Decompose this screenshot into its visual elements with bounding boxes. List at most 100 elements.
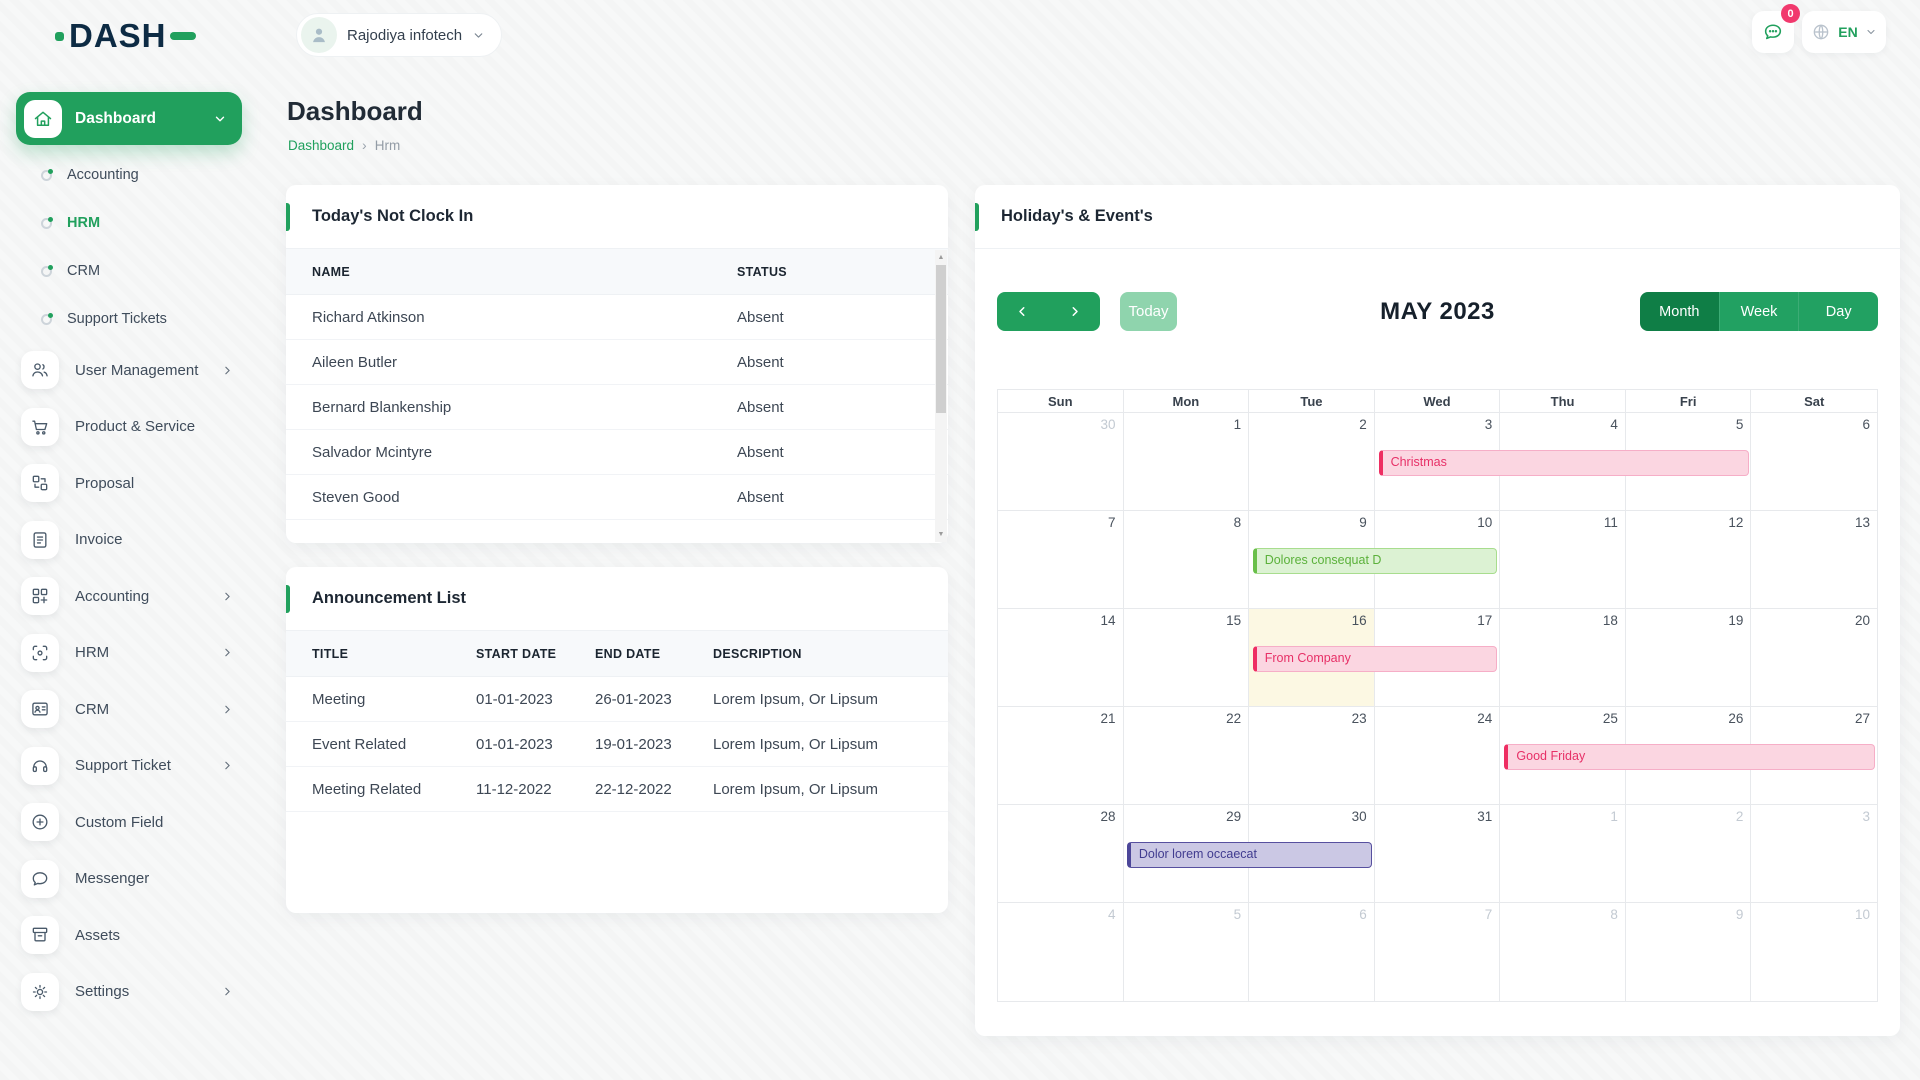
calendar-event[interactable]: Christmas [1378, 450, 1750, 476]
breadcrumb-link-dashboard[interactable]: Dashboard [288, 137, 355, 153]
calendar-view-switcher: Month Week Day [1640, 292, 1878, 331]
table-row: Bernard Blankenship Absent [286, 385, 948, 430]
table-row: Event Related 01-01-2023 19-01-2023 Lorem I… [286, 722, 948, 767]
day-number: 5 [1233, 907, 1242, 922]
calendar-day-cell[interactable]: 7 [998, 511, 1124, 609]
scroll-up-icon[interactable]: ▲ [937, 254, 945, 261]
card-header: Holiday's & Event's [975, 185, 1900, 249]
table-header-row: NAME STATUS [286, 249, 948, 295]
calendar-day-cell[interactable]: 18 [1500, 609, 1626, 707]
calendar-day-cell[interactable]: 21 [998, 707, 1124, 805]
day-number: 8 [1233, 515, 1242, 530]
calendar-day-cell[interactable]: 9 [1626, 903, 1752, 1001]
sidebar-subitem-label: Accounting [67, 167, 139, 183]
calendar-week-row: 30 1 2 3 4 5 6 Christmas [998, 413, 1877, 511]
calendar-day-cell[interactable]: 4 [998, 903, 1124, 1001]
column-header-title: TITLE [312, 646, 349, 661]
view-button-month[interactable]: Month [1640, 292, 1719, 331]
end-date: 22-12-2022 [595, 780, 672, 798]
day-number: 24 [1477, 711, 1493, 726]
sidebar-item-support-ticket[interactable]: Support Ticket [0, 738, 262, 795]
holidays-events-card: Holiday's & Event's Today MAY 2023 Month… [975, 185, 1900, 1036]
today-button[interactable]: Today [1120, 292, 1177, 331]
sidebar-item-invoice[interactable]: Invoice [0, 512, 262, 569]
calendar-day-cell[interactable]: 10 [1751, 903, 1877, 1001]
calendar-day-cell[interactable]: 12 [1625, 511, 1752, 609]
table-row: Richard Atkinson Absent [286, 295, 948, 340]
calendar-day-cell[interactable]: 7 [1375, 903, 1501, 1001]
calendar-day-cell[interactable]: 15 [1123, 609, 1250, 707]
sidebar-item-product-service[interactable]: Product & Service [0, 399, 262, 456]
next-month-button[interactable] [1049, 292, 1101, 331]
sidebar-subitem-accounting[interactable]: Accounting [0, 151, 262, 199]
calendar-day-cell[interactable]: 6 [1249, 903, 1375, 1001]
sidebar-item-user-management[interactable]: User Management [0, 342, 262, 399]
calendar-day-cell[interactable]: 22 [1123, 707, 1250, 805]
calendar-day-cell[interactable]: 24 [1374, 707, 1501, 805]
crm-icon [21, 690, 59, 729]
calendar-event[interactable]: Good Friday [1504, 744, 1875, 770]
calendar-day-cell[interactable]: 3 [1751, 805, 1877, 903]
calendar-day-cell[interactable]: 6 [1751, 413, 1877, 511]
calendar-day-cell[interactable]: 8 [1123, 511, 1250, 609]
sidebar-subitem-hrm[interactable]: HRM [0, 199, 262, 247]
calendar-day-cell[interactable]: 2 [1249, 413, 1375, 511]
calendar-event[interactable]: Dolor lorem occaecat [1126, 842, 1372, 868]
calendar-day-cell[interactable]: 10 [1374, 511, 1501, 609]
day-of-week-wed: Wed [1374, 390, 1501, 413]
sidebar-item-messenger[interactable]: Messenger [0, 851, 262, 908]
calendar-day-cell[interactable]: 8 [1500, 903, 1626, 1001]
description: Lorem Ipsum, Or Lipsum [713, 735, 879, 753]
sidebar-item-hrm[interactable]: HRM [0, 625, 262, 682]
calendar-day-cell[interactable]: 11 [1500, 511, 1626, 609]
calendar-day-cell[interactable]: 31 [1374, 805, 1501, 903]
sidebar-item-settings[interactable]: Settings [0, 964, 262, 1021]
calendar-day-cell[interactable]: 5 [1124, 903, 1250, 1001]
calendar-day-cell[interactable]: 27 [1751, 707, 1877, 805]
language-selector[interactable]: EN [1802, 11, 1886, 53]
calendar-event[interactable]: From Company [1252, 646, 1498, 672]
company-selector[interactable]: Rajodiya infotech [296, 13, 503, 57]
calendar-day-cell[interactable]: 5 [1625, 413, 1752, 511]
sidebar-item-proposal[interactable]: Proposal [0, 455, 262, 512]
table-scrollbar[interactable]: ▲ ▼ [935, 250, 947, 542]
calendar-day-cell[interactable]: 1 [1123, 413, 1250, 511]
card-header: Today's Not Clock In [286, 185, 948, 249]
scrollbar-thumb[interactable] [936, 265, 946, 413]
sidebar-item-crm[interactable]: CRM [0, 681, 262, 738]
calendar-day-cell[interactable]: 13 [1751, 511, 1877, 609]
day-number: 10 [1854, 907, 1870, 922]
calendar-day-cell[interactable]: 28 [998, 805, 1124, 903]
sidebar-item-custom-field[interactable]: Custom Field [0, 794, 262, 851]
calendar-day-cell[interactable]: 2 [1625, 805, 1752, 903]
calendar-day-cell[interactable]: 1 [1500, 805, 1626, 903]
calendar-day-cell[interactable]: 19 [1625, 609, 1752, 707]
calendar-day-cell[interactable]: 30 [1249, 805, 1375, 903]
calendar-day-cell[interactable]: 14 [998, 609, 1124, 707]
invoice-icon [21, 520, 59, 559]
sidebar-item-dashboard[interactable]: Dashboard [16, 92, 242, 145]
calendar-day-cell[interactable]: 30 [998, 413, 1124, 511]
card-header: Announcement List [286, 567, 948, 631]
calendar-day-cell[interactable]: 20 [1751, 609, 1877, 707]
calendar-day-cell[interactable]: 23 [1249, 707, 1375, 805]
sidebar-subitem-support-tickets[interactable]: Support Tickets [0, 295, 262, 343]
sidebar-subitem-crm[interactable]: CRM [0, 247, 262, 295]
prev-month-button[interactable] [997, 292, 1049, 331]
employee-name: Aileen Butler [312, 353, 398, 371]
sidebar-item-accounting[interactable]: Accounting [0, 568, 262, 625]
messages-button[interactable]: 0 [1752, 4, 1800, 53]
bullet-icon [41, 216, 53, 229]
sidebar-item-label: HRM [75, 644, 110, 662]
sidebar-item-assets[interactable]: Assets [0, 907, 262, 964]
app-logo[interactable]: DASH [55, 16, 196, 56]
view-button-day[interactable]: Day [1798, 292, 1878, 331]
sidebar-dashboard-label: Dashboard [75, 109, 156, 127]
view-button-week[interactable]: Week [1718, 292, 1799, 331]
status-value: Absent [737, 398, 784, 416]
calendar-day-cell[interactable]: 17 [1374, 609, 1501, 707]
logo-accent-dash [169, 32, 196, 40]
notification-badge: 0 [1781, 4, 1800, 23]
scroll-down-icon[interactable]: ▼ [937, 531, 945, 538]
calendar-event[interactable]: Dolores consequat D [1252, 548, 1498, 574]
